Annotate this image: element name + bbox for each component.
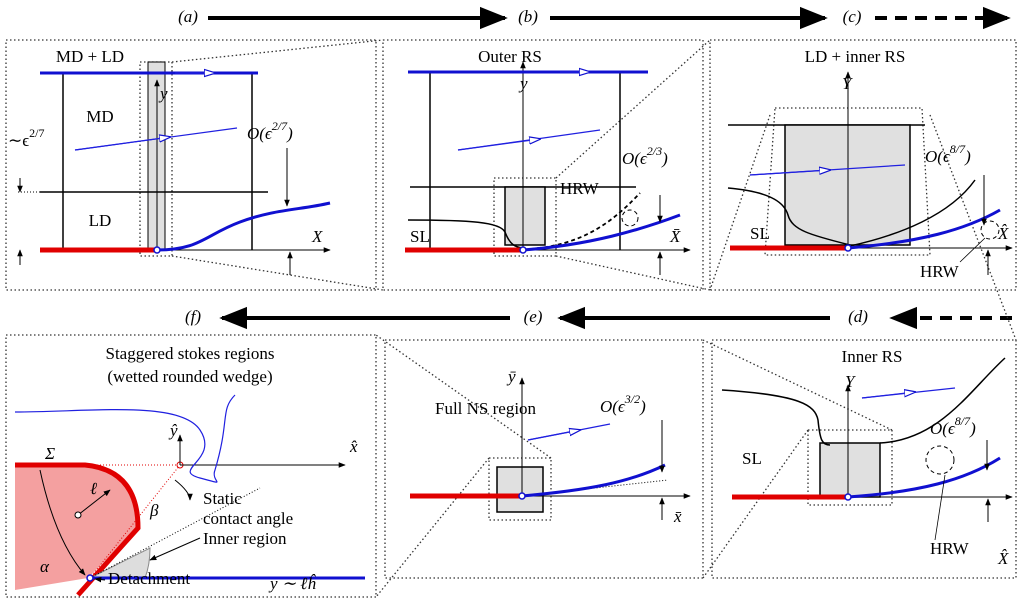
symbol-label: α [40,557,50,576]
order-label: O(ϵ3/2) [600,392,646,416]
axis-label: X̄ [669,227,681,246]
superscript: 2/3 [647,144,662,158]
symbol-label: ℓ [90,479,97,498]
step-label: (d) [848,307,868,326]
panel-f-drawing [15,395,365,595]
annotation: Detachment [108,569,190,588]
panel-e [385,340,703,578]
axis-label: y [518,74,528,93]
panel-title: Full NS region [435,399,537,418]
panel-b-drawing [405,62,690,275]
step-label: (e) [524,307,543,326]
hrw-label: HRW [560,179,600,198]
superscript: 2/7 [272,119,288,133]
text-part: ∼ϵ [8,131,29,150]
step-label: (a) [178,7,198,26]
panel-title: Inner RS [842,347,903,366]
text-part: ) [661,149,668,168]
axis-label: Y [842,74,853,93]
superscript: 8/7 [955,414,971,428]
diagram: (a) (b) (c) (d) (e) (f) MD + LD MD LD y … [0,0,1021,600]
panel-title: Staggered stokes regions [105,344,274,363]
annotation: Static [203,489,242,508]
hrw-label: HRW [920,262,960,281]
superscript: 8/7 [950,142,966,156]
symbol-label: Σ [44,444,55,463]
annotation: y ∼ ℓĥ [268,574,316,593]
axis-label: y [158,84,168,103]
sl-label: SL [750,224,770,243]
sl-label: SL [742,449,762,468]
step-label: (c) [843,7,862,26]
text-part: O(ϵ [925,147,951,166]
axis-label: X̂ [997,224,1009,243]
step-label: (b) [518,7,538,26]
panel-title: Outer RS [478,47,542,66]
axis-label: ȳ [506,367,516,386]
panel-d-drawing [722,358,1012,540]
text-part: O(ϵ [247,124,273,143]
panel-c-drawing [728,72,1012,275]
axis-label: X̂ [997,549,1009,568]
text-part: O(ϵ [930,419,956,438]
axis-label: Y [845,372,856,391]
sl-label: SL [410,227,430,246]
superscript: 2/7 [29,126,44,140]
text-part: ) [286,124,293,143]
region-label: LD [89,211,112,230]
text-part: ) [964,147,971,166]
annotation: Inner region [203,529,287,548]
text-part: O(ϵ [622,149,648,168]
scale-label: ∼ϵ2/7 [8,126,44,150]
text-part: O(ϵ [600,397,626,416]
axis-label: x̄ [673,507,682,526]
text-part: ) [969,419,976,438]
panel-title: MD + LD [56,47,124,66]
superscript: 3/2 [624,392,640,406]
panel-a-drawing [18,62,330,275]
order-label: O(ϵ2/7) [247,119,293,143]
step-label: (f) [185,307,201,326]
order-label: O(ϵ8/7) [925,142,971,166]
axis-label: ŷ [168,421,178,440]
region-label: MD [86,107,113,126]
symbol-label: β [149,501,159,520]
text-part: ) [639,397,646,416]
panel-title: LD + inner RS [805,47,906,66]
order-label: O(ϵ8/7) [930,414,976,438]
hrw-label: HRW [930,539,970,558]
axis-label: X [311,227,323,246]
panel-subtitle: (wetted rounded wedge) [107,367,272,386]
annotation: contact angle [203,509,293,528]
axis-label: x̂ [349,437,358,456]
order-label: O(ϵ2/3) [622,144,668,168]
